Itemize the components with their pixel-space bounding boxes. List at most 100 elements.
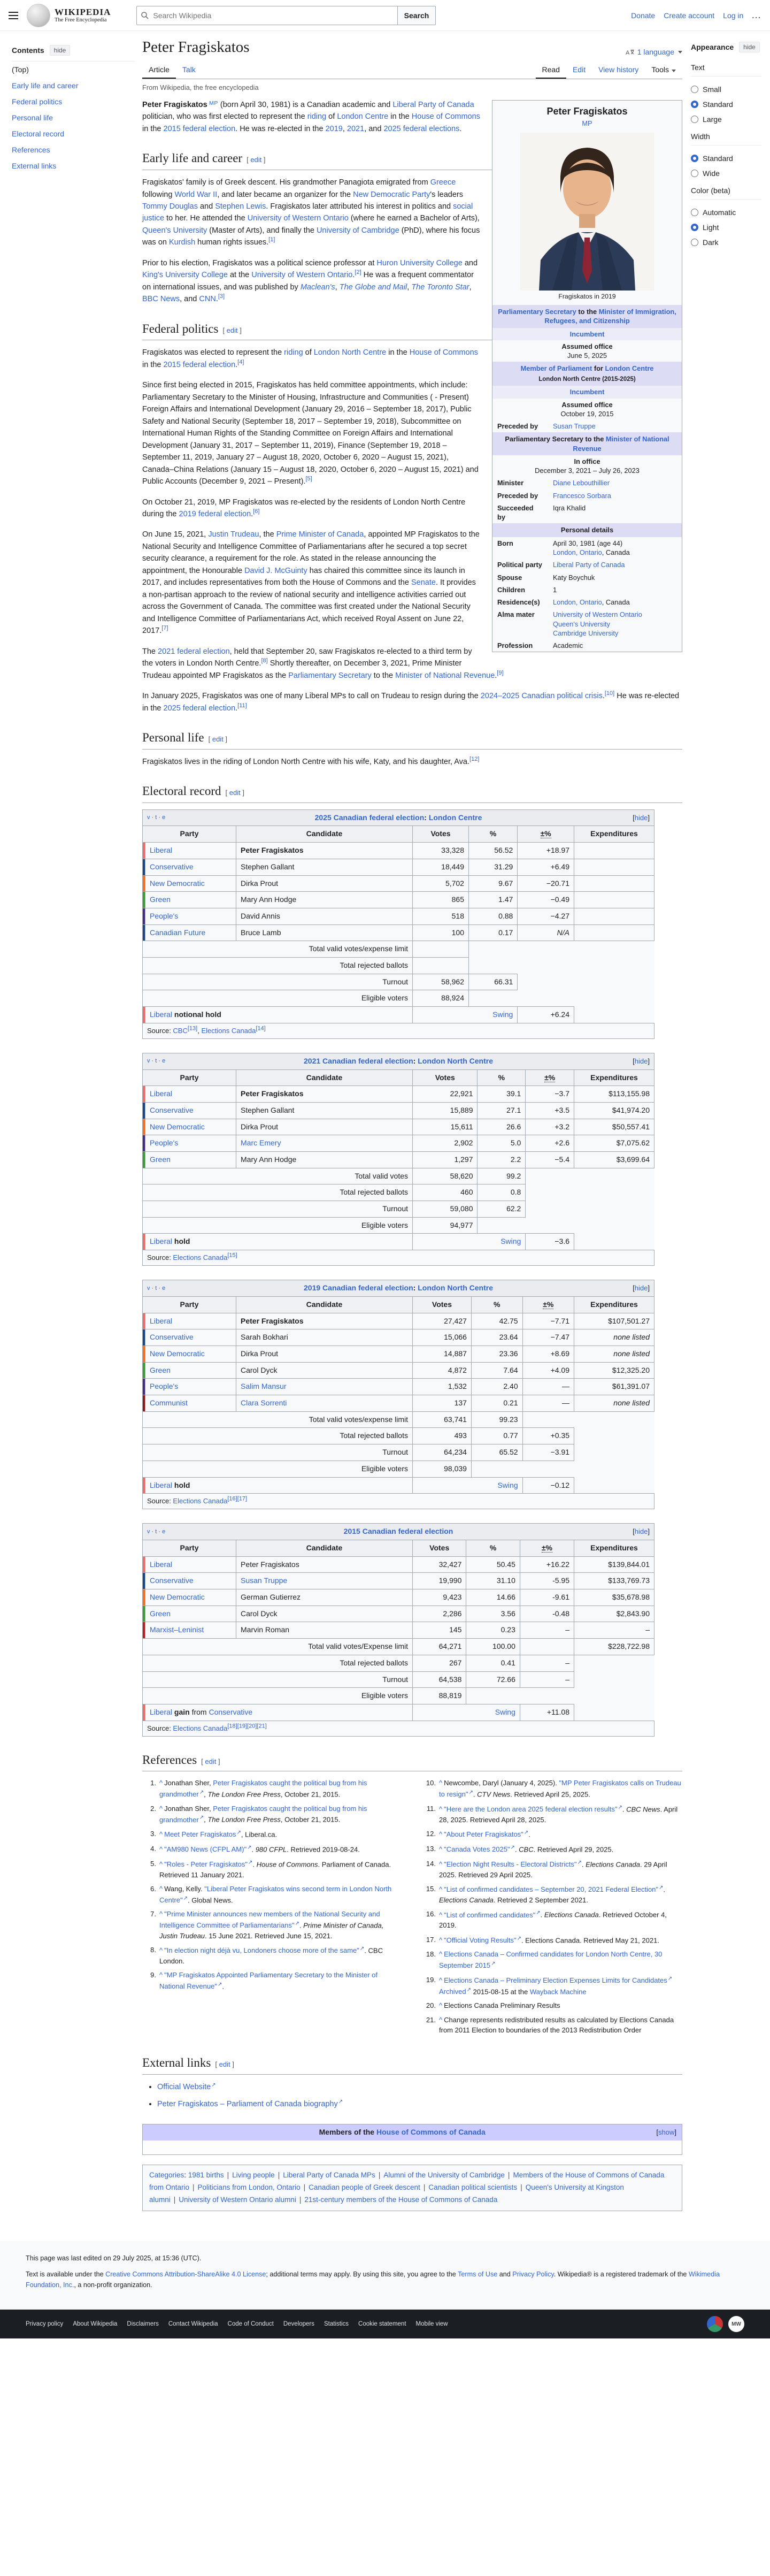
link[interactable]: 2015 federal election: [163, 124, 236, 133]
external-link[interactable]: "Election Night Results - Electoral Dist…: [444, 1860, 582, 1868]
backlink-caret[interactable]: ^: [439, 1860, 443, 1868]
backlink-caret[interactable]: ^: [159, 1885, 163, 1893]
backlink-caret[interactable]: ^: [159, 1830, 163, 1839]
tab-edit[interactable]: Edit: [572, 65, 586, 74]
link[interactable]: Marc Emery: [241, 1138, 281, 1148]
external-link[interactable]: "About Peter Fragiskatos"↗: [444, 1830, 528, 1838]
link[interactable]: riding: [284, 348, 303, 357]
tab-talk[interactable]: Talk: [182, 65, 196, 74]
ref-link[interactable]: [11]: [237, 702, 247, 709]
categories-label-link[interactable]: Categories: [149, 2170, 184, 2179]
vte-link-v[interactable]: v: [147, 814, 150, 821]
vte-link-e[interactable]: e: [162, 1528, 166, 1535]
link[interactable]: Liberal: [150, 1010, 173, 1019]
toc-item[interactable]: Early life and career: [12, 81, 79, 90]
link[interactable]: Liberal: [150, 1237, 173, 1246]
table-hide-button[interactable]: [hide]: [633, 813, 650, 822]
external-link[interactable]: "MP Peter Fragiskatos calls on Trudeau t…: [439, 1779, 681, 1798]
link[interactable]: Justin Trudeau: [208, 530, 259, 539]
link[interactable]: "Here are the London area 2025 federal e…: [444, 1805, 618, 1814]
link[interactable]: Peter Fragiskatos caught the political b…: [159, 1779, 367, 1799]
ref-link[interactable]: [18]: [227, 1723, 237, 1730]
backlink-caret[interactable]: ^: [439, 2015, 443, 2024]
edit-link[interactable]: edit: [212, 735, 224, 744]
link[interactable]: 2025 federal elections: [383, 124, 460, 133]
reference-marker[interactable]: [2]: [355, 270, 361, 276]
external-link[interactable]: "AM980 News (CFPL AM)"↗: [164, 1845, 251, 1853]
link[interactable]: riding: [307, 112, 327, 121]
vte-link-v[interactable]: v: [147, 1058, 150, 1065]
link[interactable]: Archived: [439, 1987, 466, 1996]
reference-marker[interactable]: [21]: [257, 1723, 266, 1729]
mp-superscript-link[interactable]: MP: [207, 100, 218, 106]
category-link[interactable]: Liberal Party of Canada MPs: [283, 2170, 375, 2179]
party-link[interactable]: Marxist–Leninist: [150, 1625, 204, 1634]
external-link[interactable]: Peter Fragiskatos caught the political b…: [159, 1805, 367, 1824]
party-link[interactable]: People's: [150, 911, 179, 920]
hide-link[interactable]: hide: [634, 1527, 648, 1536]
swing-link[interactable]: Swing: [500, 1237, 521, 1246]
external-link[interactable]: "Prime Minister announces new members of…: [159, 1910, 380, 1929]
ref-link[interactable]: [13]: [187, 1025, 198, 1032]
external-link[interactable]: Official Website↗: [157, 2082, 216, 2092]
link[interactable]: "MP Fragiskatos Appointed Parliamentary …: [159, 1971, 378, 1991]
link[interactable]: Senate: [411, 578, 436, 587]
more-menu-icon[interactable]: ...: [752, 11, 761, 20]
party-link[interactable]: New Democratic: [150, 878, 205, 888]
link[interactable]: 2019 federal election: [179, 510, 251, 518]
party-link[interactable]: New Democratic: [150, 1349, 205, 1358]
ref-link[interactable]: [6]: [253, 508, 260, 515]
link[interactable]: London Centre: [428, 813, 482, 822]
category-link[interactable]: University of Western Ontario alumni: [179, 2195, 296, 2204]
radio-option-standard[interactable]: Standard: [691, 97, 761, 112]
reference-marker[interactable]: [16]: [227, 1496, 237, 1502]
link[interactable]: 2015 Canadian federal election: [343, 1527, 453, 1536]
reference-marker[interactable]: [12]: [469, 756, 479, 762]
link[interactable]: Peter Fragiskatos caught the political b…: [159, 1804, 367, 1824]
vte-link-e[interactable]: e: [162, 1058, 166, 1065]
link[interactable]: 2021 Canadian federal election: [304, 1056, 413, 1065]
vte-link-t[interactable]: t: [155, 814, 157, 821]
party-link[interactable]: Conservative: [150, 1105, 194, 1114]
link[interactable]: Privacy Policy: [512, 2270, 554, 2278]
link[interactable]: Minister of National Revenue: [573, 435, 669, 453]
link[interactable]: Wikimedia Foundation, Inc.: [26, 2270, 720, 2289]
link[interactable]: "List of confirmed candidates – Septembe…: [444, 1885, 659, 1894]
link[interactable]: CBC: [173, 1026, 188, 1035]
reference-marker[interactable]: [11]: [237, 702, 247, 709]
ref-link[interactable]: [7]: [161, 625, 168, 632]
footer-link-cookie-statement[interactable]: Cookie statement: [358, 2321, 406, 2328]
link[interactable]: Clara Sorrenti: [241, 1398, 287, 1408]
link[interactable]: 2025 federal election: [163, 704, 236, 713]
radio-option-small[interactable]: Small: [691, 82, 761, 97]
tab-view-history[interactable]: View history: [598, 65, 639, 74]
ref-link[interactable]: [1]: [268, 236, 275, 243]
link[interactable]: Elections Canada: [173, 1724, 228, 1732]
link[interactable]: World War II: [174, 190, 218, 199]
link[interactable]: Minister of National Revenue: [395, 671, 495, 680]
link[interactable]: CNN: [199, 295, 216, 304]
link[interactable]: House of Commons: [411, 112, 480, 121]
link[interactable]: Huron University College: [376, 258, 463, 267]
link[interactable]: Queen's University: [553, 620, 610, 628]
hide-link[interactable]: hide: [634, 1284, 648, 1293]
link[interactable]: Parliamentary Secretary: [288, 671, 372, 680]
reference-marker[interactable]: [17]: [237, 1496, 247, 1502]
external-link[interactable]: Archived↗: [439, 1987, 471, 1996]
backlink-caret[interactable]: ^: [439, 1950, 443, 1959]
link[interactable]: Cambridge University: [553, 629, 619, 637]
ref-link[interactable]: [15]: [227, 1252, 237, 1259]
link[interactable]: BBC News: [142, 295, 180, 304]
link[interactable]: University of Western Ontario: [553, 610, 642, 619]
link[interactable]: 2021: [346, 124, 365, 133]
radio-option-dark[interactable]: Dark: [691, 235, 761, 250]
party-link[interactable]: New Democratic: [150, 1593, 205, 1602]
toc-item[interactable]: Federal politics: [12, 97, 63, 106]
language-button[interactable]: A 1 language: [626, 48, 682, 56]
link[interactable]: Meet Peter Fragiskatos: [164, 1830, 236, 1839]
edit-link[interactable]: edit: [229, 789, 241, 797]
swing-link[interactable]: Swing: [495, 1707, 515, 1716]
party-link[interactable]: Canadian Future: [150, 928, 206, 937]
table-hide-button[interactable]: [hide]: [633, 1057, 650, 1065]
link[interactable]: London Centre: [605, 364, 654, 373]
